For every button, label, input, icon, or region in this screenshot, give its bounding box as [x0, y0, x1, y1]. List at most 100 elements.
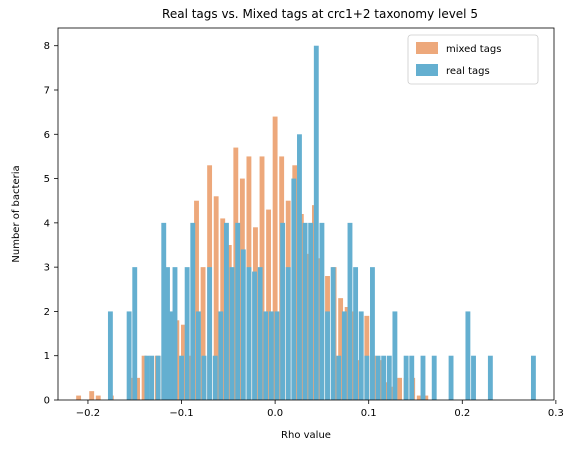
- chart-title: Real tags vs. Mixed tags at crc1+2 taxon…: [162, 7, 478, 21]
- x-tick-label: 0.1: [361, 408, 377, 419]
- real-tags-bar: [330, 267, 336, 400]
- real-tags-bar: [448, 355, 454, 400]
- real-tags-bar: [274, 311, 280, 400]
- real-tags-bar: [179, 355, 184, 400]
- y-tick-label: 1: [44, 351, 50, 362]
- real-tags-bars: [107, 45, 536, 401]
- real-tags-bar: [420, 355, 426, 400]
- real-tags-bar: [530, 355, 536, 400]
- legend-swatch-real: [416, 64, 438, 76]
- real-tags-bar: [212, 355, 218, 400]
- mixed-tags-bar: [384, 382, 389, 400]
- legend-label-real: real tags: [446, 66, 490, 77]
- y-axis-ticks: 0 1 2 3 4 5 6 7 8: [44, 41, 58, 407]
- real-tags-bar: [487, 355, 493, 400]
- real-tags-bar: [224, 222, 229, 400]
- legend: mixed tags real tags: [407, 34, 539, 85]
- mixed-tags-bar: [266, 209, 271, 400]
- x-tick-label: 0.3: [548, 408, 564, 419]
- x-axis-ticks: −0.2 −0.1 0.0 0.1 0.2 0.3: [76, 400, 564, 419]
- mixed-tags-bar: [141, 355, 147, 400]
- legend-box: [407, 34, 539, 85]
- real-tags-bar: [325, 311, 330, 400]
- real-tags-bar: [201, 355, 207, 400]
- real-tags-bar: [184, 267, 190, 400]
- real-tags-bar: [375, 355, 381, 400]
- legend-label-mixed: mixed tags: [446, 44, 501, 55]
- real-tags-bar: [381, 355, 387, 400]
- real-tags-bar: [370, 267, 375, 400]
- real-tags-bar: [155, 355, 161, 400]
- real-tags-bar: [126, 311, 132, 400]
- real-tags-bar: [353, 267, 359, 400]
- mixed-tags-bar: [95, 395, 101, 400]
- real-tags-bar: [431, 355, 437, 400]
- real-tags-bar: [280, 222, 286, 400]
- y-tick-label: 8: [44, 41, 50, 52]
- y-axis-label: Number of bacteria: [11, 165, 22, 262]
- real-tags-bar: [190, 222, 196, 400]
- mixed-tags-bar: [416, 395, 422, 400]
- mixed-tags-bar: [338, 298, 344, 400]
- real-tags-bar: [107, 311, 113, 400]
- real-tags-bar: [235, 222, 241, 400]
- mixed-tags-bar: [187, 355, 193, 400]
- real-tags-bar: [207, 267, 213, 400]
- mixed-tags-bar: [194, 200, 199, 400]
- real-tags-bar: [386, 355, 392, 400]
- mixed-tags-bar: [344, 307, 350, 400]
- x-tick-label: −0.1: [169, 408, 193, 419]
- y-tick-label: 7: [44, 86, 50, 97]
- y-tick-label: 3: [44, 263, 50, 274]
- y-tick-label: 2: [44, 307, 50, 318]
- real-tags-bar: [465, 311, 471, 400]
- real-tags-bar: [471, 355, 476, 400]
- real-tags-bar: [319, 222, 325, 400]
- x-tick-label: −0.2: [76, 408, 100, 419]
- real-tags-bar: [302, 222, 308, 400]
- y-tick-label: 0: [44, 396, 50, 407]
- mixed-tags-bar: [272, 116, 278, 400]
- real-tags-bar: [364, 355, 370, 400]
- x-tick-label: 0.2: [454, 408, 470, 419]
- real-tags-bar: [347, 222, 353, 400]
- plot-frame: [57, 27, 555, 401]
- x-tick-label: 0.0: [267, 408, 283, 419]
- real-tags-bar: [308, 222, 314, 400]
- real-tags-bar: [257, 267, 263, 400]
- real-tags-bar: [149, 355, 155, 400]
- mixed-tags-bar: [305, 253, 311, 400]
- real-tags-bar: [168, 311, 174, 400]
- mixed-tags-bar: [213, 196, 219, 400]
- real-tags-bar: [297, 134, 302, 401]
- real-tags-bar: [172, 267, 178, 400]
- mixed-tags-bar: [423, 395, 429, 400]
- real-tags-bar: [240, 249, 246, 400]
- real-tags-bar: [229, 267, 235, 400]
- real-tags-bar: [161, 222, 167, 400]
- real-tags-bar: [409, 355, 415, 400]
- mixed-tags-bar: [220, 218, 226, 400]
- real-tags-bar: [246, 267, 252, 400]
- real-tags-bar: [132, 267, 138, 400]
- real-tags-bar: [285, 267, 291, 400]
- real-tags-bar: [252, 271, 257, 400]
- real-tags-bar: [165, 267, 170, 400]
- real-tags-bar: [403, 355, 409, 400]
- real-tags-bar: [336, 355, 342, 400]
- real-tags-bar: [263, 311, 269, 400]
- mixed-tags-bar: [135, 377, 140, 400]
- mixed-tags-bar: [226, 245, 232, 400]
- real-tags-bar: [392, 311, 398, 400]
- mixed-tags-bar: [397, 377, 403, 400]
- real-tags-bar: [144, 355, 150, 400]
- mixed-tags-bar: [76, 395, 82, 400]
- real-tags-bar: [268, 311, 274, 400]
- x-axis-label: Rho value: [281, 430, 331, 441]
- real-tags-bar: [218, 311, 224, 400]
- real-tags-bar: [195, 311, 201, 400]
- y-tick-label: 4: [44, 218, 50, 229]
- legend-swatch-mixed: [416, 42, 438, 54]
- mixed-tags-bar: [200, 267, 206, 400]
